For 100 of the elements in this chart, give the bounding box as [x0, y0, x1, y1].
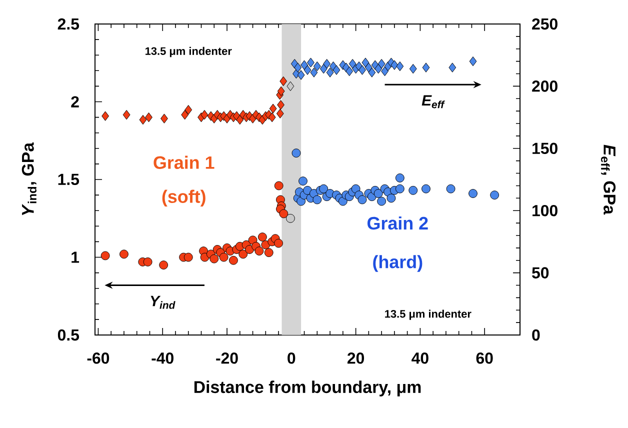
point: [358, 65, 366, 75]
y2-tick-label: 100: [532, 204, 558, 216]
point: [159, 260, 168, 270]
point: [219, 252, 228, 262]
point: [236, 114, 244, 125]
point: [362, 58, 370, 68]
point: [378, 58, 386, 69]
x-tick-label: -40: [152, 352, 174, 364]
point: [269, 104, 277, 114]
annotation: (hard): [373, 255, 422, 272]
point: [390, 60, 398, 70]
point: [408, 186, 418, 195]
point: [300, 60, 308, 70]
point: [181, 110, 189, 120]
y2-axis-title: E$_{eff}$, GPa: [600, 144, 616, 215]
point: [448, 62, 456, 72]
point: [348, 58, 356, 69]
point: [274, 238, 283, 248]
y-tick-label: 1: [72, 252, 80, 263]
point: [279, 209, 288, 218]
point: [274, 181, 284, 190]
point: [319, 184, 328, 194]
point: [277, 100, 284, 110]
point: [100, 251, 110, 260]
x-tick-label: 20: [347, 352, 364, 364]
point: [377, 196, 386, 206]
point: [307, 58, 314, 68]
x-tick-label: 60: [476, 352, 493, 364]
y-tick-label: 2.5: [58, 18, 80, 30]
point: [160, 114, 168, 124]
point: [368, 68, 376, 78]
point: [297, 70, 305, 80]
point: [395, 184, 404, 194]
y2-tick-label: 200: [532, 80, 558, 92]
point: [374, 64, 382, 74]
point: [374, 189, 383, 198]
point: [122, 110, 130, 120]
point: [409, 64, 417, 74]
point: [277, 86, 285, 96]
y-tick-label: 1.5: [58, 174, 80, 186]
annotation: Grain 2: [367, 216, 428, 230]
point: [145, 112, 152, 122]
point: [143, 257, 152, 266]
point: [446, 184, 456, 194]
point: [120, 250, 128, 259]
point: [229, 256, 238, 265]
point: [320, 64, 328, 74]
annotation: E$_{eff}$: [422, 95, 445, 108]
point: [364, 62, 372, 72]
point: [304, 65, 312, 75]
point: [276, 108, 284, 118]
point: [422, 184, 430, 194]
x-tick-label: -20: [216, 352, 238, 364]
annotation: 13.5 μm indenter: [146, 46, 232, 58]
point: [268, 112, 276, 122]
x-tick-label: -60: [87, 352, 110, 364]
annotation: (soft): [162, 190, 206, 207]
point: [469, 56, 477, 66]
point: [298, 176, 308, 186]
point: [139, 114, 147, 125]
point: [468, 189, 478, 198]
annotation: Y$_{ind}$: [150, 296, 176, 309]
point: [386, 194, 396, 203]
point: [381, 66, 388, 76]
point: [210, 254, 219, 264]
point: [102, 111, 110, 121]
annotation: 13.5 μm indenter: [385, 310, 472, 320]
point: [200, 110, 208, 120]
point: [395, 173, 404, 182]
point: [332, 65, 340, 75]
point: [280, 76, 288, 86]
point: [184, 104, 192, 115]
point: [422, 62, 430, 72]
point: [294, 62, 302, 72]
point: [396, 61, 404, 72]
point: [292, 148, 301, 158]
point: [490, 190, 500, 200]
y-axis-title: Y$_{ind}$, GPa: [22, 142, 36, 216]
y2-tick-label: 250: [532, 18, 558, 30]
point: [254, 246, 264, 256]
point: [326, 68, 334, 78]
y2-tick-label: 0: [532, 329, 540, 341]
y2-tick-label: 150: [532, 142, 558, 154]
point: [264, 248, 274, 258]
point: [184, 252, 193, 262]
y-tick-label: 2: [71, 96, 79, 108]
point: [286, 214, 295, 223]
x-tick-label: 40: [412, 352, 428, 364]
x-axis-title: Distance from boundary, μm: [194, 380, 421, 396]
point: [286, 81, 294, 92]
y2-tick-label: 50: [532, 267, 549, 278]
point: [303, 186, 312, 195]
point: [310, 68, 318, 78]
x-tick-label: 0: [288, 352, 296, 364]
point: [312, 195, 322, 204]
y-tick-label: 0.5: [58, 329, 80, 341]
point: [346, 66, 354, 76]
point: [323, 58, 331, 69]
point: [238, 250, 248, 259]
point: [313, 61, 321, 72]
